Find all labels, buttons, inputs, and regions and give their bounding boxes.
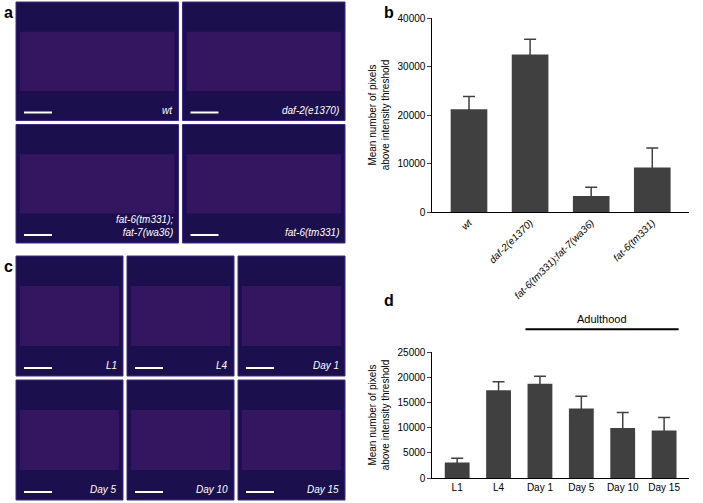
svg-text:Day 15: Day 15 (307, 484, 339, 495)
svg-text:10000: 10000 (398, 158, 426, 169)
svg-text:L4: L4 (493, 482, 505, 493)
svg-text:fat-6(tm331): fat-6(tm331) (285, 227, 339, 238)
svg-text:Day 15: Day 15 (648, 482, 680, 493)
svg-text:wt: wt (459, 216, 475, 232)
svg-text:b: b (384, 4, 394, 21)
svg-text:5000: 5000 (403, 447, 426, 458)
svg-text:c: c (4, 258, 13, 275)
svg-text:40000: 40000 (398, 13, 426, 24)
svg-text:10000: 10000 (398, 422, 426, 433)
svg-text:Day 5: Day 5 (568, 482, 595, 493)
svg-text:fat-6(tm331);fat-7(wa36): fat-6(tm331);fat-7(wa36) (116, 214, 173, 238)
svg-text:fat-6(tm331);fat-7(wa36): fat-6(tm331);fat-7(wa36) (512, 217, 596, 301)
svg-text:Day 5: Day 5 (90, 484, 117, 495)
svg-text:wt: wt (162, 105, 173, 116)
svg-text:fat-6(tm331): fat-6(tm331) (611, 217, 657, 263)
svg-text:20000: 20000 (398, 110, 426, 121)
svg-text:Mean number of pixelsabove int: Mean number of pixelsabove intensity thr… (367, 360, 391, 471)
svg-text:a: a (4, 4, 13, 21)
svg-text:Adulthood: Adulthood (577, 313, 627, 325)
svg-text:L4: L4 (216, 360, 228, 371)
svg-text:L1: L1 (106, 360, 117, 371)
svg-text:25000: 25000 (398, 347, 426, 358)
svg-text:daf-2(e1370): daf-2(e1370) (487, 217, 535, 265)
svg-text:Day 1: Day 1 (527, 482, 554, 493)
svg-text:0: 0 (420, 473, 426, 484)
svg-text:daf-2(e1370): daf-2(e1370) (282, 105, 339, 116)
svg-text:Day 10: Day 10 (607, 482, 639, 493)
svg-text:30000: 30000 (398, 61, 426, 72)
svg-text:Day 1: Day 1 (313, 360, 339, 371)
svg-text:d: d (384, 292, 394, 309)
svg-text:15000: 15000 (398, 397, 426, 408)
svg-text:0: 0 (420, 207, 426, 218)
svg-text:20000: 20000 (398, 372, 426, 383)
svg-text:Day 10: Day 10 (196, 484, 228, 495)
svg-text:L1: L1 (452, 482, 464, 493)
svg-text:Mean number of pixelsabove int: Mean number of pixelsabove intensity thr… (367, 60, 391, 171)
